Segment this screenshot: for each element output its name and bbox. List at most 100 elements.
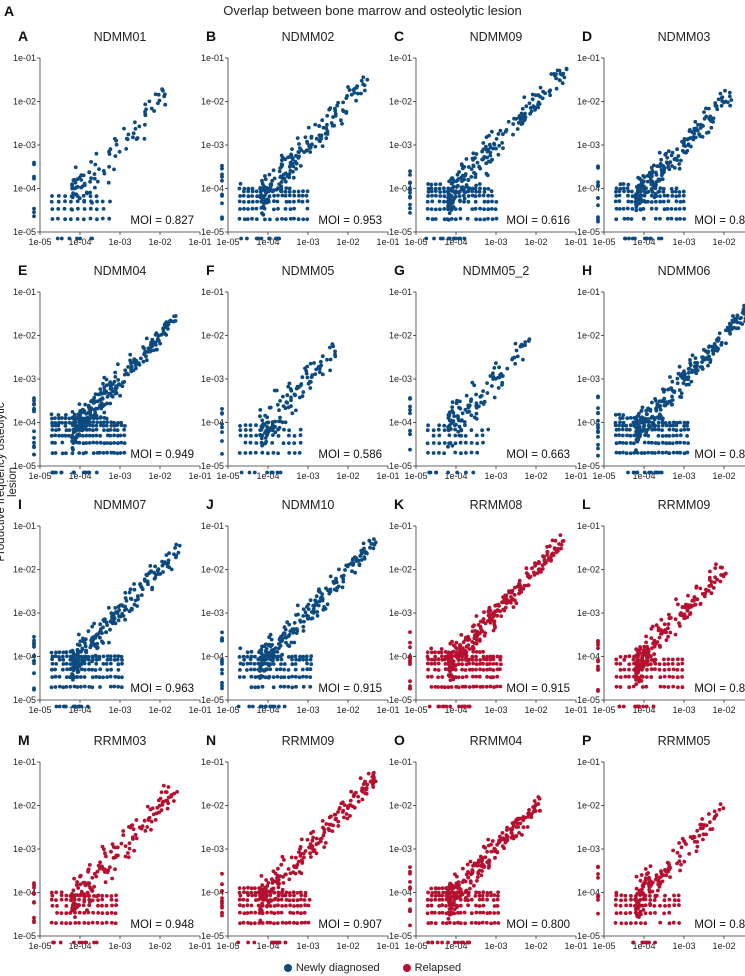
- data-point: [220, 215, 224, 220]
- data-point: [718, 579, 723, 584]
- data-point: [433, 650, 437, 655]
- data-point: [429, 674, 434, 679]
- data-point: [665, 216, 670, 221]
- data-point: [408, 923, 412, 928]
- data-point: [294, 865, 299, 870]
- data-point: [527, 811, 531, 815]
- data-point: [700, 367, 705, 371]
- data-point: [340, 121, 344, 126]
- data-point: [149, 106, 154, 111]
- data-point: [475, 878, 479, 883]
- data-point: [452, 414, 457, 419]
- data-point: [145, 825, 150, 829]
- data-point: [281, 881, 286, 885]
- data-point: [432, 661, 437, 666]
- data-point: [640, 405, 645, 410]
- data-point: [437, 186, 442, 191]
- data-point: [477, 637, 482, 642]
- x-tick-label: 1e-03: [672, 237, 695, 247]
- data-point: [681, 381, 686, 385]
- data-point: [77, 661, 81, 665]
- data-point: [548, 544, 552, 549]
- data-point: [517, 831, 521, 835]
- y-tick-label: 1e-02: [201, 331, 224, 341]
- data-point: [485, 849, 489, 854]
- data-point: [94, 207, 99, 212]
- data-point: [305, 375, 310, 380]
- data-point: [97, 167, 101, 172]
- data-point: [718, 91, 723, 96]
- data-point: [272, 207, 276, 212]
- data-point: [667, 903, 672, 908]
- data-point: [669, 187, 674, 191]
- moi-annotation: MOI = 0.915: [506, 683, 570, 695]
- data-point: [220, 667, 224, 672]
- data-point: [667, 387, 672, 391]
- data-point: [435, 940, 440, 945]
- data-point: [493, 603, 498, 608]
- data-point: [466, 704, 471, 709]
- data-point: [241, 897, 246, 902]
- data-point: [262, 184, 266, 189]
- data-point: [245, 654, 250, 659]
- data-point: [264, 704, 268, 709]
- x-tick-label: 1e-05: [592, 471, 615, 481]
- data-point: [458, 903, 463, 908]
- data-point: [220, 889, 224, 894]
- data-point: [156, 567, 161, 572]
- data-point: [83, 637, 88, 642]
- data-point: [166, 785, 171, 789]
- data-point: [250, 186, 255, 191]
- data-point: [330, 829, 335, 833]
- data-point: [337, 806, 342, 810]
- data-point: [89, 406, 94, 410]
- data-point: [350, 569, 354, 574]
- data-point: [656, 433, 661, 438]
- data-point: [119, 685, 124, 690]
- data-point: [296, 217, 301, 222]
- data-point: [440, 675, 445, 679]
- data-point: [361, 541, 366, 546]
- data-point: [279, 662, 283, 666]
- data-point: [268, 644, 273, 649]
- data-point: [514, 116, 518, 121]
- data-point: [248, 423, 253, 428]
- data-point: [429, 646, 434, 651]
- data-point: [490, 193, 494, 198]
- data-point: [284, 199, 289, 204]
- data-point: [272, 193, 276, 198]
- data-point: [534, 802, 538, 807]
- data-point: [470, 868, 475, 872]
- data-point: [496, 152, 501, 157]
- data-point: [263, 441, 268, 446]
- x-tick-label: 1e-03: [484, 237, 507, 247]
- data-point: [50, 217, 55, 221]
- data-point: [706, 363, 710, 368]
- data-point: [275, 402, 280, 407]
- data-point: [137, 124, 142, 129]
- data-point: [502, 600, 506, 604]
- data-point: [51, 940, 55, 945]
- data-point: [280, 636, 285, 641]
- data-point: [495, 850, 500, 854]
- data-point: [695, 844, 700, 849]
- data-point: [119, 420, 123, 425]
- data-point: [471, 158, 475, 162]
- data-point: [513, 834, 518, 839]
- y-tick-label: 1e-03: [389, 844, 412, 854]
- data-point: [260, 443, 264, 448]
- x-tick-label: 1e-02: [712, 941, 735, 951]
- data-point: [75, 880, 79, 884]
- data-point: [160, 800, 165, 805]
- data-point: [275, 650, 280, 654]
- data-point: [522, 583, 527, 588]
- data-point: [49, 412, 54, 417]
- data-point: [337, 567, 341, 572]
- data-point: [148, 349, 153, 354]
- data-point: [74, 883, 79, 887]
- data-point: [256, 685, 261, 689]
- y-tick-label: 1e-03: [389, 374, 412, 384]
- data-point: [100, 216, 105, 221]
- data-point: [95, 645, 100, 650]
